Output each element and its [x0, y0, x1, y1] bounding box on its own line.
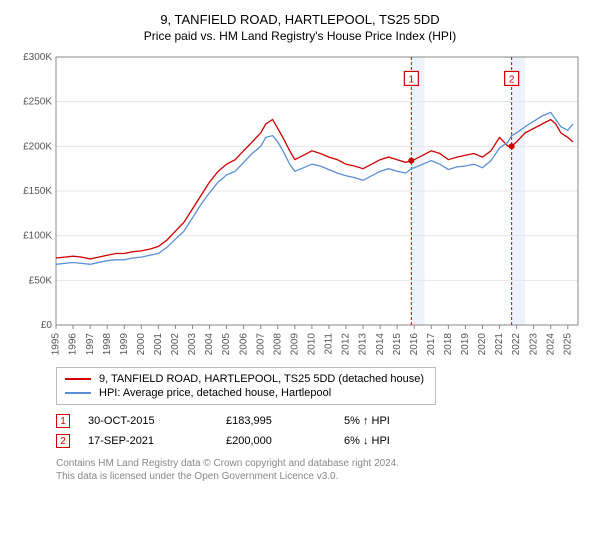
legend: 9, TANFIELD ROAD, HARTLEPOOL, TS25 5DD (… — [56, 367, 436, 405]
svg-text:2014: 2014 — [375, 333, 386, 356]
svg-text:2010: 2010 — [307, 333, 318, 356]
legend-swatch — [65, 392, 91, 394]
legend-label: 9, TANFIELD ROAD, HARTLEPOOL, TS25 5DD (… — [99, 373, 424, 385]
svg-text:2021: 2021 — [494, 333, 505, 356]
svg-text:£100K: £100K — [23, 231, 52, 242]
legend-label: HPI: Average price, detached house, Hart… — [99, 387, 331, 399]
transaction-pct: 6% ↓ HPI — [344, 435, 464, 447]
svg-text:1: 1 — [409, 74, 415, 85]
svg-text:£50K: £50K — [29, 275, 53, 286]
svg-text:2002: 2002 — [170, 333, 181, 356]
svg-text:1997: 1997 — [85, 333, 96, 356]
transactions-table: 1 30-OCT-2015 £183,995 5% ↑ HPI 2 17-SEP-2021… — [56, 411, 576, 451]
transaction-row: 1 30-OCT-2015 £183,995 5% ↑ HPI — [56, 411, 576, 431]
legend-row: HPI: Average price, detached house, Hart… — [65, 386, 427, 400]
svg-text:1998: 1998 — [102, 333, 113, 356]
transaction-pct: 5% ↑ HPI — [344, 415, 464, 427]
svg-text:2007: 2007 — [255, 333, 266, 356]
transaction-badge: 2 — [56, 434, 70, 448]
legend-row: 9, TANFIELD ROAD, HARTLEPOOL, TS25 5DD (… — [65, 372, 427, 386]
transaction-row: 2 17-SEP-2021 £200,000 6% ↓ HPI — [56, 431, 576, 451]
svg-text:2019: 2019 — [460, 333, 471, 356]
svg-text:2005: 2005 — [221, 333, 232, 356]
chart-svg: £0 £50K £100K £150K £200K £250K £300K 1995 1996 1… — [12, 51, 588, 361]
svg-text:2016: 2016 — [409, 333, 420, 356]
svg-text:2003: 2003 — [187, 333, 198, 356]
svg-text:£250K: £250K — [23, 97, 52, 108]
svg-text:2: 2 — [509, 74, 515, 85]
page-title: 9, TANFIELD ROAD, HARTLEPOOL, TS25 5DD — [12, 12, 588, 27]
transaction-date: 17-SEP-2021 — [88, 435, 208, 447]
svg-text:£300K: £300K — [23, 52, 52, 63]
svg-text:2017: 2017 — [426, 333, 437, 356]
svg-text:2000: 2000 — [136, 333, 147, 356]
price-chart: £0 £50K £100K £150K £200K £250K £300K 1995 1996 1… — [12, 51, 588, 361]
svg-text:1996: 1996 — [68, 333, 79, 356]
footer-line-1: Contains HM Land Registry data © Crown c… — [56, 457, 588, 470]
svg-text:2006: 2006 — [238, 333, 249, 356]
svg-text:2011: 2011 — [324, 333, 335, 355]
svg-text:2012: 2012 — [341, 333, 352, 356]
svg-text:1995: 1995 — [51, 333, 62, 356]
svg-text:2001: 2001 — [153, 333, 164, 356]
svg-text:2020: 2020 — [477, 333, 488, 356]
svg-text:£150K: £150K — [23, 186, 52, 197]
svg-text:2015: 2015 — [392, 333, 403, 356]
svg-text:2025: 2025 — [562, 333, 573, 356]
svg-text:2023: 2023 — [528, 333, 539, 356]
footer-note: Contains HM Land Registry data © Crown c… — [56, 457, 588, 483]
svg-text:£200K: £200K — [23, 141, 52, 152]
transaction-date: 30-OCT-2015 — [88, 415, 208, 427]
footer-line-2: This data is licensed under the Open Gov… — [56, 470, 588, 483]
svg-text:2009: 2009 — [289, 333, 300, 356]
svg-text:2024: 2024 — [545, 333, 556, 356]
svg-text:2013: 2013 — [358, 333, 369, 356]
svg-text:2004: 2004 — [204, 333, 215, 356]
svg-text:1999: 1999 — [119, 333, 130, 356]
transaction-badge: 1 — [56, 414, 70, 428]
transaction-price: £200,000 — [226, 435, 326, 447]
transaction-price: £183,995 — [226, 415, 326, 427]
svg-text:2008: 2008 — [272, 333, 283, 356]
svg-text:2018: 2018 — [443, 333, 454, 356]
page-subtitle: Price paid vs. HM Land Registry's House … — [12, 29, 588, 43]
svg-text:£0: £0 — [41, 320, 53, 331]
legend-swatch — [65, 378, 91, 380]
svg-text:2022: 2022 — [511, 333, 522, 356]
